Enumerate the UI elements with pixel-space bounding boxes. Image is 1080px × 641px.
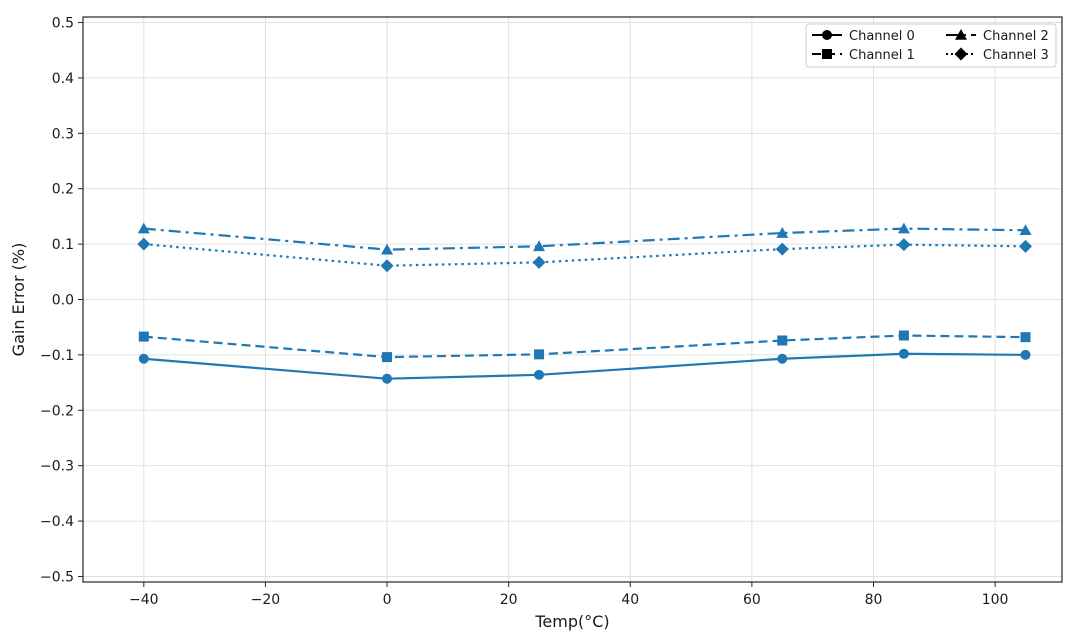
data-point [534,349,545,360]
data-point [897,238,911,252]
x-axis-label: Temp(°C) [534,612,609,631]
series-channel-2 [137,222,1032,255]
y-tick-label: −0.1 [40,348,74,364]
data-point [776,227,789,238]
data-point [380,259,394,273]
series-line [143,352,1026,380]
data-point [777,335,788,346]
x-tick-label: −40 [129,592,159,608]
legend-marker [954,47,968,61]
series-layer [137,222,1033,384]
legend-item: Channel 2 [946,29,1049,44]
y-tick-label: 0.5 [52,16,74,32]
y-tick-label: 0.2 [52,182,74,198]
legend-box [805,23,1057,68]
data-point [1020,332,1031,343]
x-tick-label: 100 [982,592,1009,608]
legend: Channel 0 Channel 1 Channel 2 Channel 3 [805,23,1057,68]
y-tick-label: −0.2 [40,403,74,419]
data-point [137,237,151,251]
series-channel-1 [138,330,1031,363]
data-point [897,222,910,234]
data-point [137,222,150,234]
legend-label: Channel 1 [849,48,915,63]
x-tick-label: 20 [500,592,518,608]
x-tick-label: 0 [383,592,392,608]
data-point [775,242,789,256]
data-point [381,243,394,255]
data-point [898,348,909,359]
data-point [532,255,546,269]
data-point [534,369,545,380]
data-point [1019,224,1032,236]
y-tick-label: 0.4 [52,71,74,87]
legend-marker [822,49,832,59]
legend-item: Channel 3 [946,47,1049,63]
data-point [898,330,909,341]
data-point [382,373,393,384]
x-axis: −40 −20 0 20 40 60 80 100 [129,582,1008,608]
y-tick-label: 0.0 [52,293,74,309]
legend-label: Channel 2 [983,29,1049,44]
data-point [533,240,546,252]
series-line [143,243,1026,267]
y-tick-label: 0.3 [52,126,74,142]
legend-marker [955,29,967,40]
x-tick-label: −20 [251,592,281,608]
x-tick-label: 40 [621,592,639,608]
y-tick-label: −0.5 [40,569,74,585]
data-point [1019,239,1033,253]
y-axis: −0.5 −0.4 −0.3 −0.2 −0.1 0.0 0.1 0.2 0.3 0.4 0.5 [40,16,83,585]
x-tick-label: 60 [743,592,761,608]
legend-label: Channel 3 [983,48,1049,63]
y-tick-label: 0.1 [52,237,74,253]
y-tick-label: −0.3 [40,459,74,475]
legend-item: Channel 0 [812,29,915,44]
legend-item: Channel 1 [812,48,915,63]
series-line [143,334,1026,359]
series-channel-0 [138,348,1031,384]
y-tick-label: −0.4 [40,514,74,530]
legend-label: Channel 0 [849,29,915,44]
y-axis-label: Gain Error (%) [9,243,28,357]
data-point [777,353,788,364]
data-point [138,331,149,342]
x-tick-label: 80 [865,592,883,608]
legend-marker [822,30,832,40]
data-point [1020,349,1031,360]
series-channel-3 [137,237,1033,273]
data-point [138,353,149,364]
data-point [382,352,393,363]
series-line [143,227,1026,251]
